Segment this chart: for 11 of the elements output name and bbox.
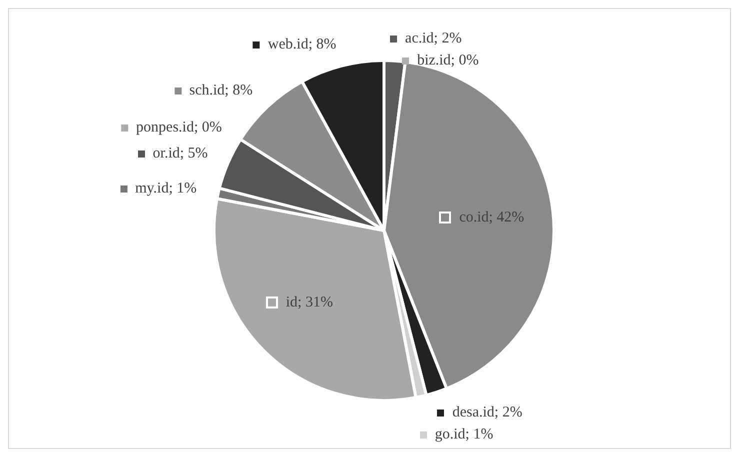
legend-label: desa.id; 2%: [452, 404, 522, 422]
legend-label: biz.id; 0%: [417, 52, 479, 70]
legend-label: co.id; 42%: [459, 209, 524, 226]
legend-label: sch.id; 8%: [189, 82, 253, 100]
legend-label: id; 31%: [286, 294, 333, 312]
legend-label: or.id; 5%: [152, 146, 208, 163]
legend-label: ponpes.id; 0%: [136, 119, 222, 136]
legend-label: ac.id; 2%: [405, 30, 462, 48]
legend-label: go.id; 1%: [434, 426, 494, 444]
legend-label: my.id; 1%: [135, 180, 197, 198]
legend-label: web.id; 8%: [268, 36, 336, 54]
